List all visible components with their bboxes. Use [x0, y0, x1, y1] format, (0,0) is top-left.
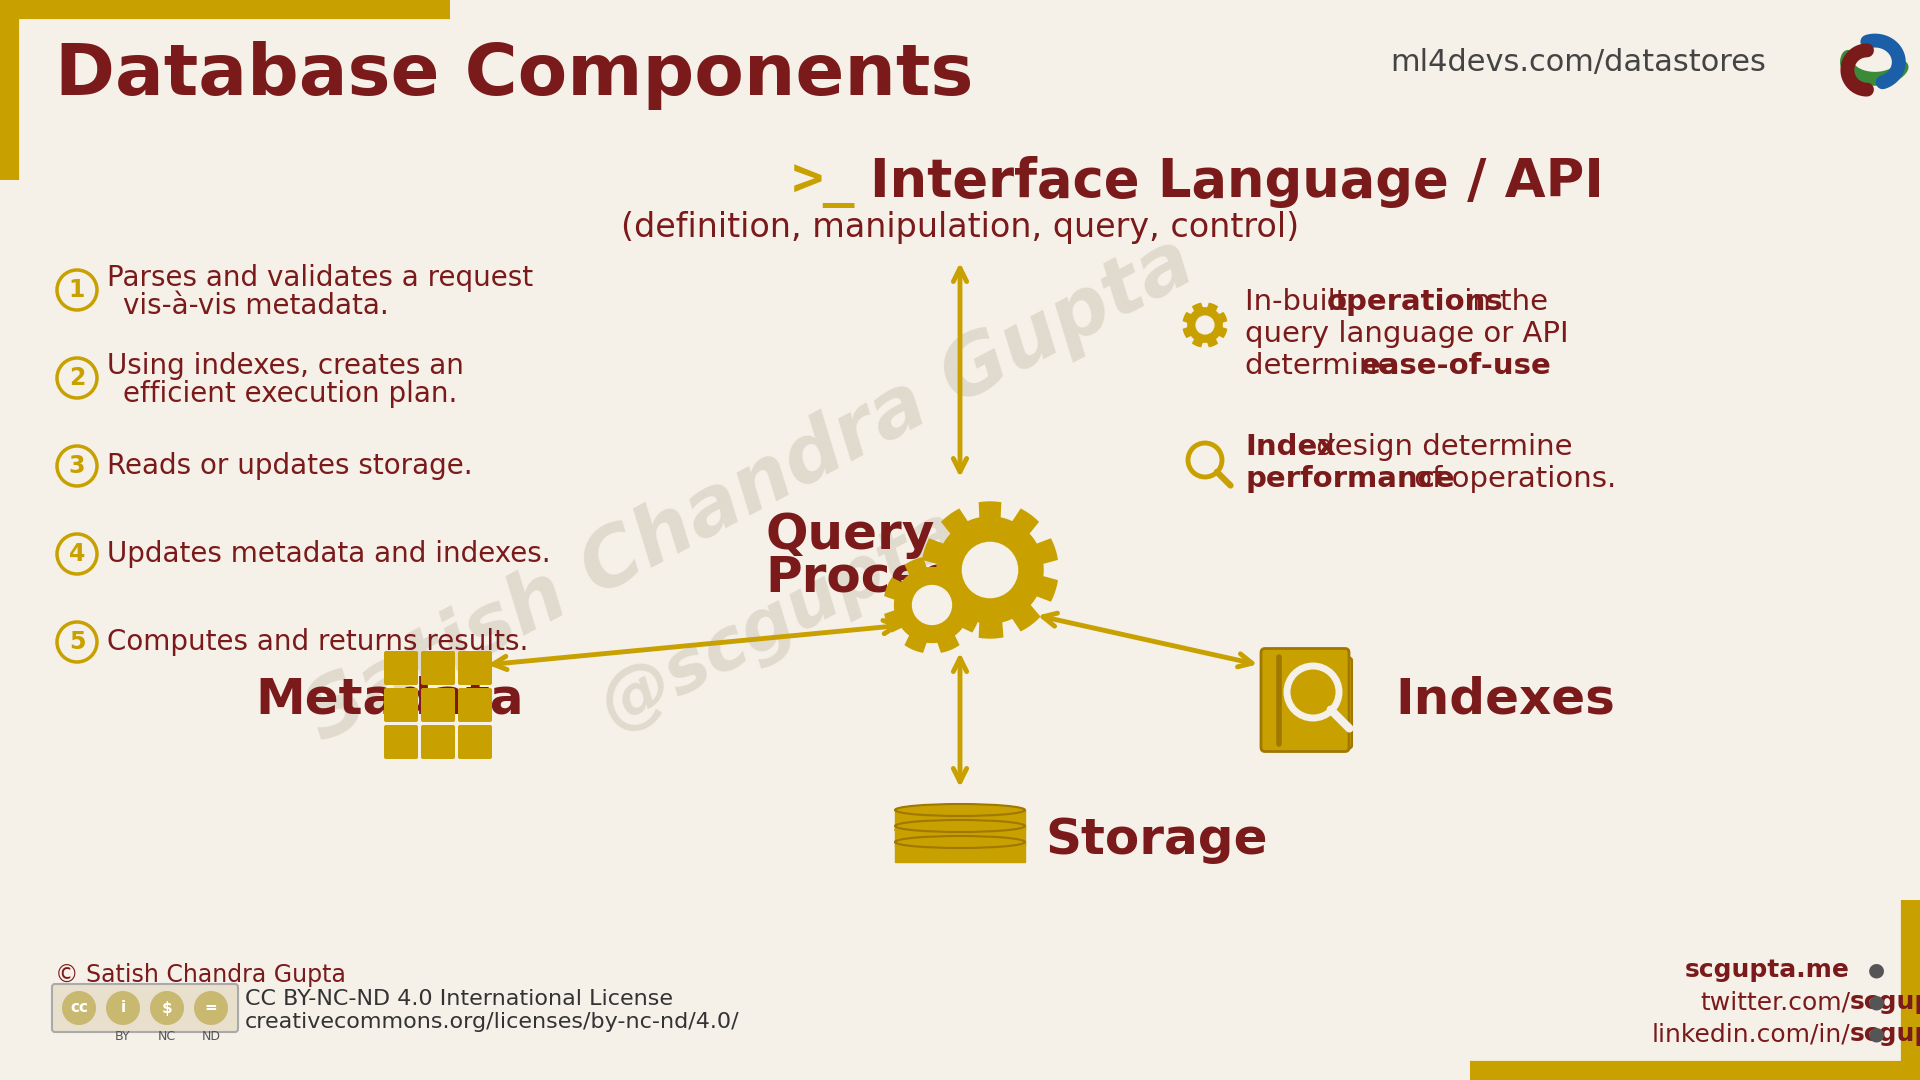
Text: @scgupta: @scgupta [589, 497, 972, 743]
Text: 1: 1 [69, 278, 84, 302]
Text: creativecommons.org/licenses/by-nc-nd/4.0/: creativecommons.org/licenses/by-nc-nd/4.… [246, 1012, 739, 1032]
FancyBboxPatch shape [459, 651, 492, 685]
FancyBboxPatch shape [384, 725, 419, 759]
FancyBboxPatch shape [384, 651, 419, 685]
Text: 3: 3 [69, 454, 84, 478]
Text: scgupta.me: scgupta.me [1686, 958, 1851, 982]
Text: of operations.: of operations. [1405, 465, 1617, 492]
Text: 2: 2 [69, 366, 84, 390]
Bar [895, 826, 1025, 846]
Text: ●: ● [1868, 993, 1885, 1012]
Ellipse shape [895, 820, 1025, 832]
Text: ease-of-use: ease-of-use [1361, 352, 1551, 380]
Text: Index: Index [1244, 433, 1336, 461]
Text: (definition, manipulation, query, control): (definition, manipulation, query, contro… [620, 212, 1300, 244]
Circle shape [962, 542, 1018, 597]
FancyBboxPatch shape [420, 688, 455, 723]
Text: NC: NC [157, 1030, 177, 1043]
Text: >_: >_ [791, 156, 856, 208]
Text: efficient execution plan.: efficient execution plan. [123, 380, 457, 408]
Text: ●: ● [1868, 1025, 1885, 1043]
Text: Database Components: Database Components [56, 40, 973, 109]
Text: Reads or updates storage.: Reads or updates storage. [108, 453, 472, 480]
Text: Using indexes, creates an: Using indexes, creates an [108, 352, 465, 380]
FancyBboxPatch shape [420, 651, 455, 685]
Text: scgupta: scgupta [1851, 1022, 1920, 1047]
Circle shape [194, 991, 228, 1025]
Ellipse shape [895, 804, 1025, 816]
Polygon shape [885, 558, 979, 652]
Text: ND: ND [202, 1030, 221, 1043]
Text: twitter.com/: twitter.com/ [1699, 990, 1851, 1014]
Text: Storage: Storage [1044, 816, 1267, 864]
Text: =: = [205, 1000, 217, 1015]
Bar [895, 842, 1025, 862]
Text: Indexes: Indexes [1396, 676, 1615, 724]
Text: Processor: Processor [764, 554, 1043, 602]
Bar [895, 810, 1025, 831]
Text: query language or API: query language or API [1244, 320, 1569, 348]
Text: cc: cc [69, 1000, 88, 1015]
Text: ml4devs.com/datastores: ml4devs.com/datastores [1390, 48, 1766, 77]
Text: CC BY-NC-ND 4.0 International License: CC BY-NC-ND 4.0 International License [246, 989, 674, 1009]
Text: Satish Chandra Gupta: Satish Chandra Gupta [294, 222, 1208, 757]
FancyBboxPatch shape [52, 984, 238, 1032]
FancyBboxPatch shape [420, 725, 455, 759]
Text: Interface Language / API: Interface Language / API [870, 156, 1603, 208]
Text: ●: ● [1868, 960, 1885, 980]
FancyBboxPatch shape [459, 688, 492, 723]
FancyBboxPatch shape [384, 688, 419, 723]
FancyBboxPatch shape [459, 725, 492, 759]
Circle shape [61, 991, 96, 1025]
Text: operations: operations [1327, 288, 1503, 316]
Text: Updates metadata and indexes.: Updates metadata and indexes. [108, 540, 551, 568]
Text: Query: Query [764, 511, 935, 559]
Ellipse shape [895, 824, 1025, 836]
Circle shape [150, 991, 184, 1025]
Text: Parses and validates a request: Parses and validates a request [108, 264, 534, 292]
Circle shape [912, 585, 952, 624]
FancyBboxPatch shape [1261, 648, 1350, 752]
Text: performance: performance [1244, 465, 1455, 492]
Text: 5: 5 [69, 630, 84, 654]
Text: BY: BY [115, 1030, 131, 1043]
Text: Metadata: Metadata [255, 676, 524, 724]
Text: linkedin.com/in/: linkedin.com/in/ [1651, 1022, 1851, 1047]
Circle shape [106, 991, 140, 1025]
Text: 4: 4 [69, 542, 84, 566]
Text: determine: determine [1244, 352, 1405, 380]
Text: design determine: design determine [1308, 433, 1572, 461]
Circle shape [1196, 316, 1213, 334]
Text: vis-à-vis metadata.: vis-à-vis metadata. [123, 292, 388, 320]
Polygon shape [1183, 303, 1227, 347]
Text: © Satish Chandra Gupta: © Satish Chandra Gupta [56, 963, 346, 987]
Text: In-built: In-built [1244, 288, 1357, 316]
Text: i: i [121, 1000, 125, 1015]
Text: Computes and returns results.: Computes and returns results. [108, 627, 528, 656]
Polygon shape [924, 502, 1058, 638]
Text: scgupta: scgupta [1851, 990, 1920, 1014]
Text: .: . [1498, 352, 1507, 380]
Text: in the: in the [1455, 288, 1548, 316]
Ellipse shape [895, 836, 1025, 848]
Text: $: $ [161, 1000, 173, 1015]
FancyBboxPatch shape [1275, 658, 1352, 748]
